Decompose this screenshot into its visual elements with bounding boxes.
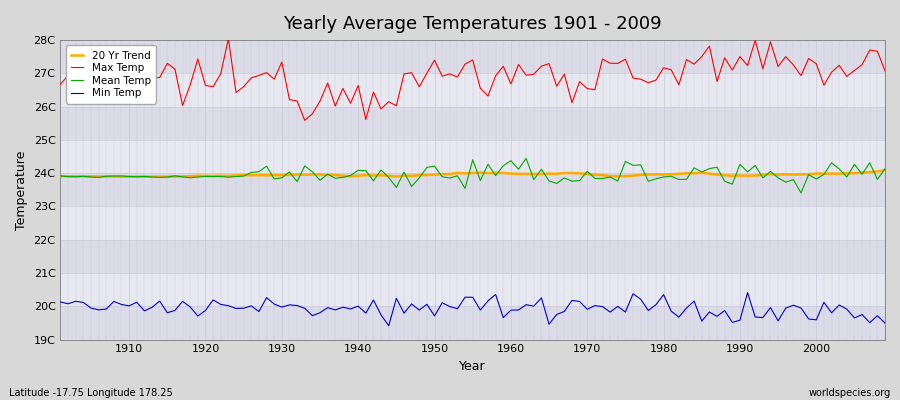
Bar bbox=[60, 107, 885, 140]
Mean Temp bbox=[55, 174, 66, 178]
Text: Latitude -17.75 Longitude 178.25: Latitude -17.75 Longitude 178.25 bbox=[9, 388, 173, 398]
Min Temp bbox=[55, 300, 66, 304]
Bar bbox=[60, 206, 885, 240]
Max Temp bbox=[345, 101, 356, 106]
Bar bbox=[60, 273, 885, 306]
Mean Temp bbox=[330, 176, 341, 181]
Mean Temp bbox=[879, 166, 890, 171]
Y-axis label: Temperature: Temperature bbox=[15, 150, 28, 230]
Mean Temp bbox=[284, 170, 295, 174]
Min Temp bbox=[330, 308, 341, 312]
Max Temp bbox=[513, 62, 524, 67]
Bar bbox=[60, 140, 885, 173]
Text: worldspecies.org: worldspecies.org bbox=[809, 388, 891, 398]
Mean Temp bbox=[116, 174, 127, 178]
20 Yr Trend bbox=[338, 173, 348, 178]
Max Temp bbox=[116, 69, 127, 74]
Legend: 20 Yr Trend, Max Temp, Mean Temp, Min Temp: 20 Yr Trend, Max Temp, Mean Temp, Min Te… bbox=[66, 45, 156, 104]
Line: 20 Yr Trend: 20 Yr Trend bbox=[60, 170, 885, 177]
Min Temp bbox=[116, 302, 127, 307]
Mean Temp bbox=[796, 190, 806, 195]
Mean Temp bbox=[605, 175, 616, 180]
Line: Min Temp: Min Temp bbox=[60, 293, 885, 326]
Min Temp bbox=[284, 302, 295, 307]
Min Temp bbox=[742, 290, 753, 295]
Mean Temp bbox=[498, 163, 508, 168]
Bar bbox=[60, 240, 885, 273]
Max Temp bbox=[612, 61, 623, 66]
X-axis label: Year: Year bbox=[459, 360, 486, 373]
Bar bbox=[60, 40, 885, 73]
Mean Temp bbox=[521, 156, 532, 161]
Max Temp bbox=[879, 68, 890, 73]
Line: Max Temp: Max Temp bbox=[60, 38, 885, 120]
Min Temp bbox=[506, 308, 517, 312]
20 Yr Trend bbox=[162, 174, 173, 179]
20 Yr Trend bbox=[879, 168, 890, 173]
20 Yr Trend bbox=[506, 171, 517, 176]
20 Yr Trend bbox=[55, 174, 66, 178]
Max Temp bbox=[521, 73, 532, 78]
Max Temp bbox=[55, 82, 66, 87]
20 Yr Trend bbox=[116, 174, 127, 179]
Min Temp bbox=[879, 321, 890, 326]
Title: Yearly Average Temperatures 1901 - 2009: Yearly Average Temperatures 1901 - 2009 bbox=[284, 15, 662, 33]
Max Temp bbox=[292, 98, 302, 103]
Line: Mean Temp: Mean Temp bbox=[60, 158, 885, 193]
Bar bbox=[60, 73, 885, 107]
Min Temp bbox=[605, 310, 616, 314]
20 Yr Trend bbox=[605, 174, 616, 178]
Min Temp bbox=[513, 308, 524, 312]
Min Temp bbox=[383, 323, 394, 328]
20 Yr Trend bbox=[292, 172, 302, 177]
20 Yr Trend bbox=[513, 172, 524, 176]
Max Temp bbox=[300, 118, 310, 123]
Mean Temp bbox=[506, 158, 517, 163]
Max Temp bbox=[223, 36, 234, 41]
Bar bbox=[60, 306, 885, 340]
Bar bbox=[60, 173, 885, 206]
